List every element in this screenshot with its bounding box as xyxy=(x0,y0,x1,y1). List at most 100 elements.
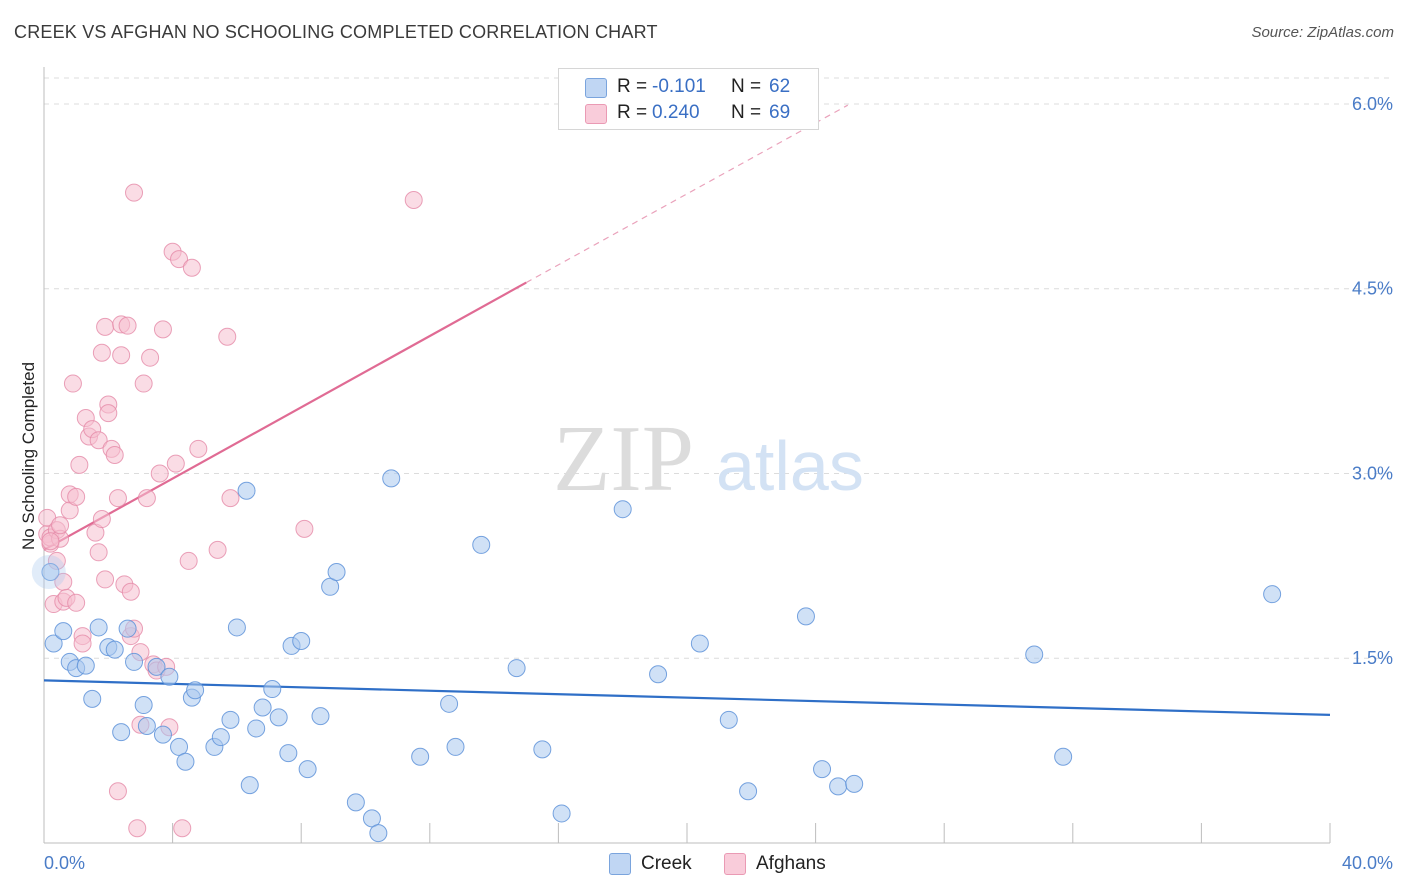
creek-point xyxy=(221,710,240,729)
creek-point xyxy=(237,481,256,500)
creek-point xyxy=(89,618,108,637)
afghans-point xyxy=(125,183,144,202)
creek-point xyxy=(253,698,272,717)
afghans-point xyxy=(173,819,192,838)
afghans-point xyxy=(218,327,237,346)
creek-point xyxy=(739,782,758,801)
creek-point xyxy=(112,723,131,742)
creek-point xyxy=(44,634,63,653)
creek-point xyxy=(1054,747,1073,766)
afghans-point xyxy=(105,446,124,464)
creek-point xyxy=(240,776,259,795)
afghans-point xyxy=(63,374,82,393)
y-tick-label: 4.5% xyxy=(1352,279,1393,299)
afghans-point xyxy=(221,489,240,508)
afghans-point xyxy=(108,489,127,508)
afghans-point xyxy=(295,519,314,538)
afghans-point xyxy=(67,487,86,506)
creek-point xyxy=(105,640,124,659)
legend-n-label: N = xyxy=(731,102,762,123)
creek-point xyxy=(147,657,166,676)
afghans-point xyxy=(150,464,169,483)
creek-point xyxy=(160,667,179,686)
legend-box: R = -0.101 N = 62 R = 0.240 N = 69 xyxy=(558,68,819,130)
creek-point xyxy=(134,696,153,715)
creek-point xyxy=(247,719,266,738)
afghan-swatch xyxy=(724,853,746,875)
creek-point xyxy=(649,665,668,684)
creek-point xyxy=(829,777,848,796)
y-tick-label: 1.5% xyxy=(1352,648,1393,668)
legend-afghans-label: Afghans xyxy=(756,853,826,874)
afghans-trend-extension xyxy=(525,104,849,284)
creek-point xyxy=(83,689,102,708)
x-tick-label: 0.0% xyxy=(44,853,85,873)
creek-point xyxy=(269,708,288,727)
creek-point xyxy=(76,656,95,675)
afghans-trend-line xyxy=(43,281,527,551)
creek-point xyxy=(125,652,144,671)
afghans-point xyxy=(92,343,111,362)
creek-trend-line xyxy=(43,679,1331,716)
afghan-swatch xyxy=(585,104,607,124)
creek-point xyxy=(137,716,156,735)
axes xyxy=(43,67,1331,844)
creek-swatch xyxy=(609,853,631,875)
afghans-point xyxy=(137,489,156,508)
afghans-point xyxy=(70,455,89,474)
creek-point-cluster xyxy=(31,555,66,590)
afghans-point xyxy=(128,819,147,838)
creek-point xyxy=(118,619,137,638)
watermark-atlas: atlas xyxy=(716,427,864,505)
creek-point xyxy=(279,744,298,763)
afghans-point xyxy=(404,191,423,210)
creek-point xyxy=(411,747,430,766)
legend-n-value: 69 xyxy=(769,102,791,123)
afghans-point xyxy=(153,320,172,339)
legend-n-label: N = xyxy=(731,76,762,97)
creek-point xyxy=(41,563,60,582)
creek-point xyxy=(369,824,388,843)
gridlines xyxy=(44,77,1392,659)
afghans-point xyxy=(112,346,131,365)
creek-swatch xyxy=(585,78,607,98)
afghans-point xyxy=(118,316,137,335)
y-axis-label: No Schooling Completed xyxy=(19,362,38,550)
afghans-point xyxy=(73,634,92,653)
afghans-point xyxy=(179,551,198,570)
afghans-point xyxy=(51,516,70,535)
creek-point xyxy=(298,760,317,779)
afghans-point xyxy=(96,570,115,589)
creek-point xyxy=(311,707,330,726)
legend-r-label: R = xyxy=(617,102,648,123)
creek-point xyxy=(446,737,465,756)
afghans-point xyxy=(121,582,140,601)
creek-point xyxy=(54,622,73,641)
afghans-point xyxy=(182,258,201,277)
creek-point xyxy=(1263,585,1282,604)
creek-point xyxy=(472,535,491,554)
creek-point xyxy=(382,469,401,488)
afghans-point xyxy=(89,431,108,450)
creek-point xyxy=(690,634,709,653)
afghans-point xyxy=(89,543,108,562)
legend-r-value: 0.240 xyxy=(652,102,700,123)
creek-point xyxy=(845,774,864,793)
creek-point xyxy=(719,710,738,729)
afghans-point xyxy=(99,404,118,423)
creek-point xyxy=(613,500,632,519)
afghans-point xyxy=(67,593,86,612)
afghans-point xyxy=(141,348,160,367)
creek-point xyxy=(533,740,552,759)
legend-n-value: 62 xyxy=(769,76,791,97)
creek-point xyxy=(227,618,246,637)
data-points xyxy=(31,183,1282,843)
creek-point xyxy=(327,563,346,582)
watermark-zip: ZIP xyxy=(553,407,694,511)
x-tick-label: 40.0% xyxy=(1342,853,1393,873)
afghans-point xyxy=(134,374,153,393)
trend-lines xyxy=(43,104,1331,716)
creek-point xyxy=(263,680,282,699)
y-tick-label: 6.0% xyxy=(1352,94,1393,114)
